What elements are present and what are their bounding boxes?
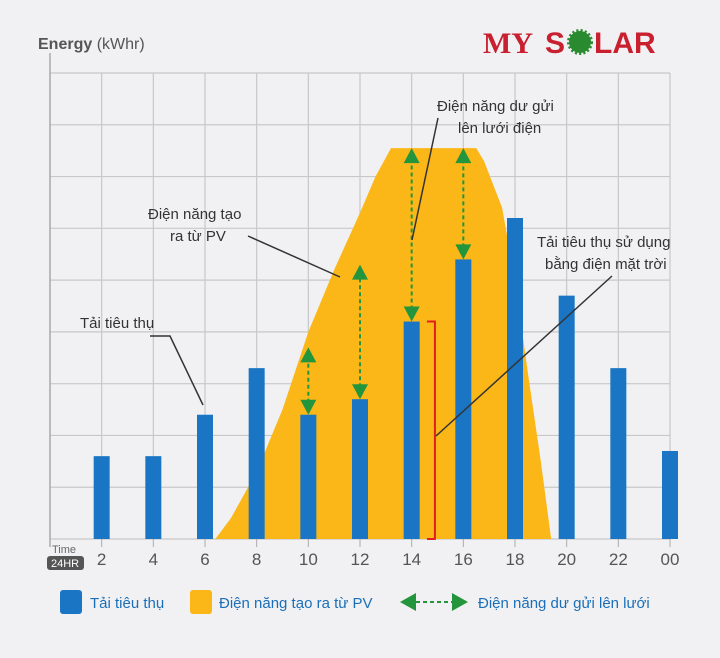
legend-label-pv: Điện năng tạo ra từ PV	[219, 595, 372, 612]
arrow-head-up	[352, 264, 368, 280]
arrow-head-up	[403, 148, 420, 164]
x-tick-label: 12	[351, 550, 370, 569]
annotation-pv-line1: Điện năng tạo	[148, 206, 241, 223]
surplus-arrow-10	[300, 347, 317, 415]
bar-4	[145, 456, 162, 539]
bar-00	[662, 450, 678, 539]
svg-text:24HR: 24HR	[51, 558, 79, 570]
x-tick-label: 00	[661, 550, 680, 569]
bar-12	[352, 399, 368, 539]
surplus-arrow-14	[403, 148, 420, 322]
pv-area	[215, 148, 552, 540]
annotation-selfuse-line1: Tải tiêu thụ sử dụng	[537, 234, 670, 251]
bar-18	[507, 217, 523, 539]
surplus-arrow-16	[455, 148, 472, 260]
x-tick-label: 18	[506, 550, 525, 569]
bar-20	[558, 295, 575, 539]
y-axis-label: Energy (kWhr)	[38, 36, 145, 53]
annotations: Tải tiêu thụ Điện năng tạo ra từ PV Điện…	[80, 98, 670, 437]
annotation-load: Tải tiêu thụ	[80, 315, 154, 332]
self-use-bracket	[426, 320, 436, 540]
arrow-head-down	[403, 306, 420, 322]
legend-swatch-load	[60, 590, 82, 614]
annotation-pv-line2: ra từ PV	[170, 228, 226, 245]
svg-text:S: S	[545, 27, 565, 60]
logo: MY S LAR	[483, 27, 656, 60]
x-tick-label: 2	[97, 550, 106, 569]
sun-icon	[567, 29, 593, 55]
bar-14	[403, 321, 420, 539]
svg-text:LAR: LAR	[594, 27, 656, 60]
arrow-head-down	[300, 399, 317, 415]
legend-label-load: Tải tiêu thụ	[90, 595, 164, 612]
bar-6	[197, 414, 213, 539]
bar-2	[93, 456, 110, 539]
x-tick-label: 10	[299, 550, 318, 569]
annotation-surplus-line2: lên lưới điện	[458, 120, 541, 137]
legend-label-surplus: Điện năng dư gửi lên lưới	[478, 595, 650, 612]
x-tick-label: 20	[557, 550, 576, 569]
arrow-head-up	[455, 148, 472, 164]
x-tick-label: 8	[252, 550, 261, 569]
arrow-head-up	[300, 347, 317, 363]
surplus-arrow-12	[352, 264, 368, 400]
svg-text:Time: Time	[52, 544, 76, 556]
legend: Tải tiêu thụ Điện năng tạo ra từ PV Điện…	[60, 590, 650, 614]
svg-text:MY: MY	[483, 27, 533, 60]
x-axis-label: Time 24HR	[47, 544, 84, 570]
x-tick-label: 6	[200, 550, 209, 569]
bar-16	[455, 259, 472, 539]
legend-arrow-icon	[400, 593, 468, 611]
x-tick-label: 14	[402, 550, 421, 569]
bar-8	[248, 368, 265, 539]
x-tick-label: 4	[149, 550, 158, 569]
bar-22	[610, 368, 627, 539]
bar-10	[300, 414, 317, 539]
legend-swatch-pv	[190, 590, 212, 614]
x-tick-label: 16	[454, 550, 473, 569]
arrow-head-down	[455, 244, 472, 260]
x-tick-label: 22	[609, 550, 628, 569]
annotation-selfuse-line2: bằng điện mặt trời	[545, 256, 667, 273]
annotation-surplus-line1: Điện năng dư gửi	[437, 98, 554, 115]
arrow-head-down	[352, 384, 368, 400]
